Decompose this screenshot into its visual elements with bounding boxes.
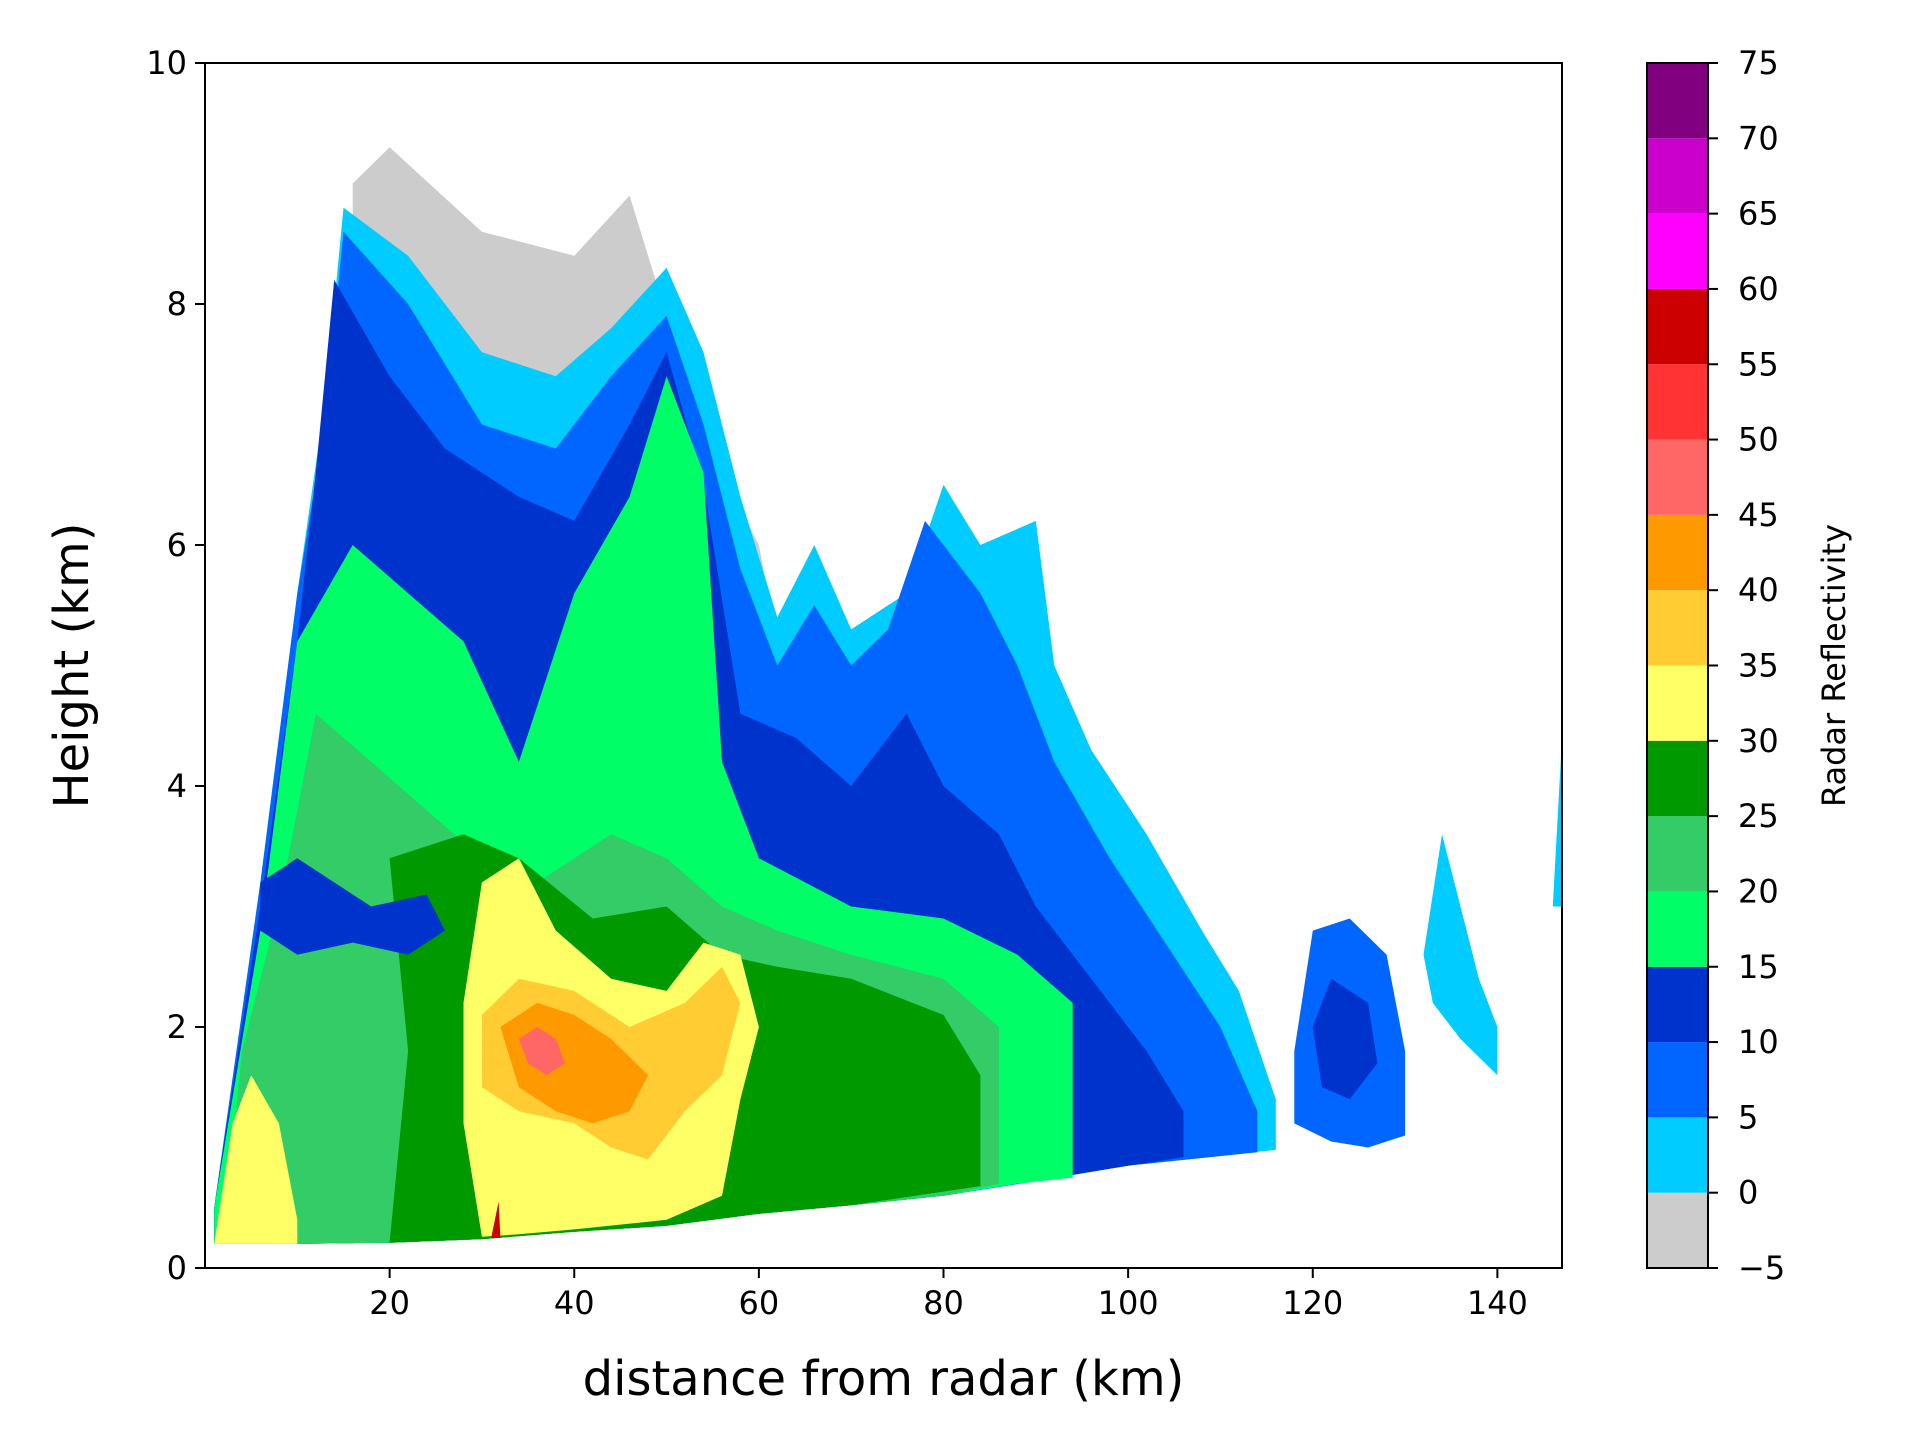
colorbar-tick-label: 10: [1738, 1023, 1779, 1061]
colorbar-bin: [1647, 288, 1708, 365]
colorbar-tick-label: 15: [1738, 948, 1779, 986]
x-axis: 20 40 60 80 100 120 140: [369, 1268, 1528, 1322]
colorbar-bin: [1647, 816, 1708, 892]
y-tick-label: 2: [167, 1008, 187, 1046]
colorbar-tick-label: 55: [1738, 345, 1779, 383]
x-tick-label: 20: [369, 1284, 410, 1322]
colorbar-tick-label: 45: [1738, 496, 1779, 534]
colorbar-bin: [1647, 63, 1708, 139]
colorbar-bin: [1647, 590, 1708, 666]
colorbar-tick-label: 60: [1738, 270, 1779, 308]
y-tick-label: 6: [167, 526, 187, 564]
colorbar-tick-label: 30: [1738, 722, 1779, 760]
y-tick-label: 0: [167, 1249, 187, 1287]
x-tick-label: 80: [923, 1284, 964, 1322]
reflectivity-region-west-pocket: [260, 858, 445, 955]
reflectivity-region-cell-146km: [1552, 737, 1562, 907]
colorbar-tick-label: 20: [1738, 872, 1779, 910]
y-tick-label: 4: [167, 767, 187, 805]
x-tick-label: 100: [1098, 1284, 1159, 1322]
colorbar-tick-label: 5: [1738, 1098, 1758, 1136]
colorbar: −5 0 5 10 15 20 25 30 35 40 45 50 55 60 65 70 75: [1646, 44, 1785, 1287]
colorbar-tick-label: 25: [1738, 797, 1779, 835]
x-axis-title: distance from radar (km): [583, 1351, 1185, 1407]
plot-frame: [204, 62, 1563, 1269]
y-axis-title: Height (km): [44, 523, 100, 809]
x-tick-label: 60: [739, 1284, 780, 1322]
colorbar-bin: [1647, 966, 1708, 1043]
colorbar-bin: [1647, 364, 1708, 440]
reflectivity-region-cell-120km-core: [1312, 978, 1378, 1100]
colorbar-tick-label: −5: [1738, 1249, 1785, 1287]
y-axis: 0 2 4 6 8 10: [146, 44, 205, 1287]
colorbar-tick-label: 50: [1738, 421, 1779, 459]
reflectivity-region-surface-cell: [491, 1201, 501, 1238]
colorbar-tick-label: 0: [1738, 1174, 1758, 1212]
colorbar-bin: [1647, 514, 1708, 591]
x-tick-label: 40: [554, 1284, 595, 1322]
colorbar-bin: [1647, 439, 1708, 515]
colorbar-title: Radar Reflectivity: [1815, 524, 1853, 807]
colorbar-bin: [1647, 213, 1708, 289]
y-tick-label: 8: [167, 285, 187, 323]
reflectivity-region-cell-134km: [1423, 834, 1498, 1076]
colorbar-bin: [1647, 891, 1708, 967]
colorbar-tick-label: 70: [1738, 119, 1779, 157]
plot-area: [204, 62, 1563, 1269]
y-tick-label: 10: [146, 44, 187, 82]
reflectivity-region-convective-peak: [518, 1027, 565, 1076]
x-tick-label: 140: [1467, 1284, 1528, 1322]
reflectivity-region-surface-yellow: [214, 1075, 298, 1244]
colorbar-bin: [1647, 1042, 1708, 1118]
colorbar-bin: [1647, 1192, 1708, 1268]
colorbar-tick-label: 65: [1738, 195, 1779, 233]
colorbar-bin: [1647, 138, 1708, 214]
colorbar-bin: [1647, 665, 1708, 741]
colorbar-tick-label: 35: [1738, 647, 1779, 685]
x-tick-label: 120: [1282, 1284, 1343, 1322]
colorbar-tick-label: 75: [1738, 44, 1779, 82]
colorbar-tick-label: 40: [1738, 571, 1779, 609]
colorbar-bin: [1647, 1117, 1708, 1193]
colorbar-bin: [1647, 740, 1708, 817]
